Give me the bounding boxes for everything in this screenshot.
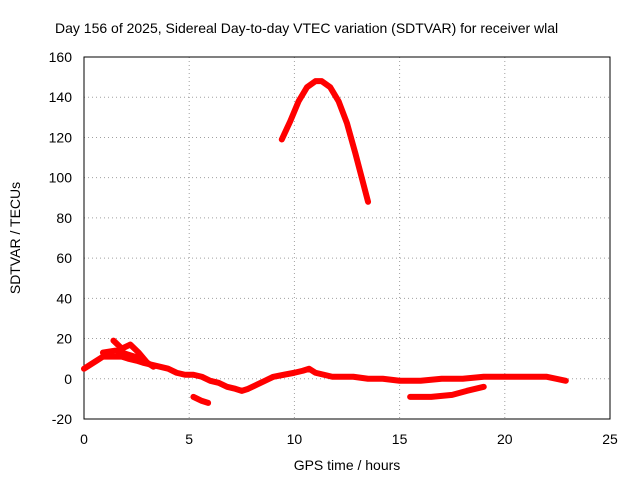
data-point [81,366,87,372]
x-axis-label: GPS time / hours [294,457,401,473]
data-point [563,378,569,384]
y-tick-label: 100 [49,170,73,186]
x-tick-label: 15 [392,431,408,447]
y-tick-label: 0 [64,371,72,387]
data-point [150,364,156,370]
y-axis-label: SDTVAR / TECUs [7,182,23,294]
data-point [216,380,222,386]
data-point [523,374,529,380]
data-point [262,378,268,384]
data-point [319,78,325,84]
series-layer [81,78,569,406]
x-tick-label: 0 [80,431,88,447]
data-point [460,376,466,382]
data-point [207,378,213,384]
data-point [157,364,163,370]
data-point [165,366,171,372]
data-point [245,386,251,392]
y-tick-label: 120 [49,129,73,145]
data-point [190,394,196,400]
chart-title: Day 156 of 2025, Sidereal Day-to-day VTE… [55,20,558,36]
series-main [81,353,569,394]
data-point [321,372,327,378]
data-point [338,374,344,380]
y-tick-label: 40 [56,290,72,306]
data-point [407,394,413,400]
data-point [359,175,365,181]
data-point [481,374,487,380]
data-point [182,372,188,378]
y-tick-label: 160 [49,49,73,65]
data-point [113,354,119,360]
data-point [300,368,306,374]
y-tick-label: 20 [56,331,72,347]
data-point [94,358,100,364]
data-point [304,84,310,90]
data-point [199,398,205,404]
x-tick-label: 20 [497,431,513,447]
data-point [352,151,358,157]
data-point [199,374,205,380]
y-tick-label: -20 [52,411,72,427]
x-tick-label: 5 [185,431,193,447]
data-point [254,382,260,388]
data-point [138,356,144,362]
data-point [127,342,133,348]
series-low-2 [407,383,487,400]
data-point [306,366,312,372]
data-point [481,384,487,390]
data-point [418,378,424,384]
data-point [312,370,318,376]
data-point [464,388,470,394]
data-point [106,354,112,360]
data-point [110,338,116,344]
tick-labels: 0 5 10 15 20 25 -20 0 20 40 60 80 100 120 140 160 [49,49,618,447]
plot-frame [83,56,611,420]
data-point [113,348,119,354]
data-point [239,388,245,394]
y-tick-label: 140 [49,89,73,105]
data-point [232,386,238,392]
data-point [174,370,180,376]
data-point [291,370,297,376]
data-point [544,374,550,380]
y-tick-label: 80 [56,210,72,226]
data-point [279,136,285,142]
y-tick-label: 60 [56,250,72,266]
data-point [502,374,508,380]
data-point [350,374,356,380]
data-point [439,376,445,382]
data-point [136,350,142,356]
data-point [449,392,455,398]
data-point [296,98,302,104]
data-point [100,350,106,356]
data-point [344,120,350,126]
data-point [87,362,93,368]
data-point [380,376,386,382]
data-point [205,400,211,406]
data-point [287,118,293,124]
data-point [327,84,333,90]
data-point [281,372,287,378]
data-point [190,372,196,378]
x-tick-label: 10 [287,431,303,447]
data-point [365,376,371,382]
data-point [329,374,335,380]
x-tick-label: 25 [602,431,618,447]
data-point [125,352,131,358]
data-point [365,199,371,205]
data-point [397,378,403,384]
data-point [312,78,318,84]
data-point [336,98,342,104]
series-arc [278,78,372,205]
data-point [428,394,434,400]
data-point [270,374,276,380]
data-point [224,384,230,390]
